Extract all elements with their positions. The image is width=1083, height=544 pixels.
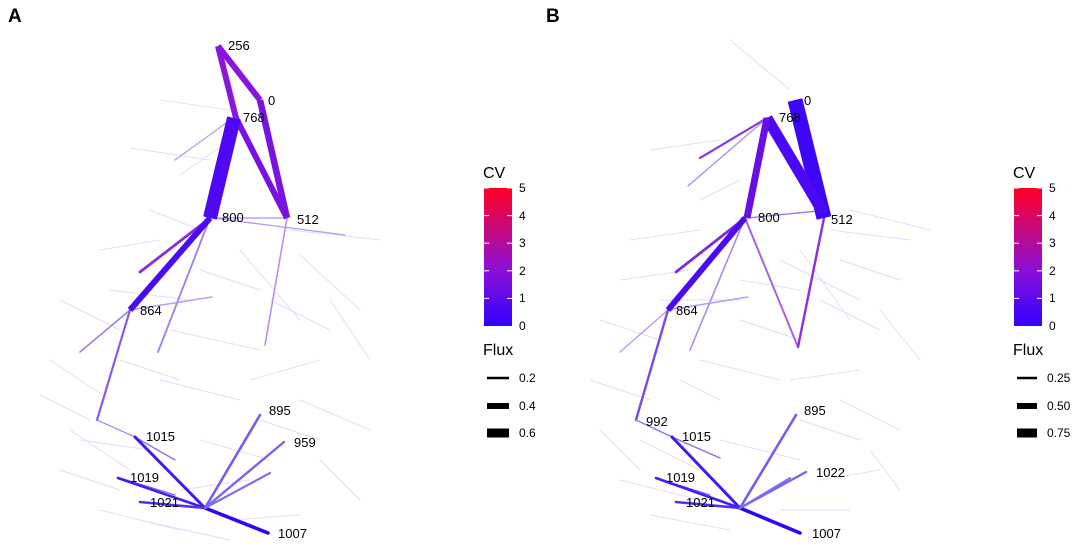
node-label-256: 256 — [228, 38, 250, 53]
node-label-768: 768 — [779, 110, 801, 125]
cv-legend-title: CV — [483, 165, 506, 182]
cv-tick: 0 — [1049, 319, 1056, 333]
cv-tick: 3 — [1049, 236, 1056, 250]
panel-b-legend: CV 5 4 3 2 1 0 Flux 0.25 0.50 0.75 — [1013, 165, 1071, 440]
node-label-1022: 1022 — [816, 465, 845, 480]
node-label-512: 512 — [297, 212, 319, 227]
flux-key-label: 0.50 — [1047, 399, 1071, 413]
node-label-992: 992 — [646, 414, 668, 429]
node-label-959: 959 — [294, 435, 316, 450]
cv-colorbar — [1014, 188, 1042, 326]
node-label-768: 768 — [243, 110, 265, 125]
node-label-864: 864 — [140, 303, 162, 318]
cv-colorbar — [484, 188, 512, 326]
cv-legend-title: CV — [1013, 165, 1036, 182]
panel-a: A — [8, 6, 536, 541]
panel-b-main-edges — [665, 98, 832, 312]
flux-key-label: 0.25 — [1047, 371, 1071, 385]
cv-tick: 5 — [1049, 181, 1056, 195]
cv-tick: 0 — [519, 319, 526, 333]
node-label-800: 800 — [758, 210, 780, 225]
node-label-1015: 1015 — [146, 429, 175, 444]
node-label-0: 0 — [268, 93, 275, 108]
node-label-1007: 1007 — [812, 526, 841, 541]
cv-tick: 1 — [1049, 291, 1056, 305]
cv-tick: 4 — [519, 209, 526, 223]
panel-a-main-edges — [127, 44, 291, 312]
flux-legend-title: Flux — [1013, 342, 1043, 359]
node-label-0: 0 — [804, 93, 811, 108]
node-label-1007: 1007 — [278, 526, 307, 541]
panel-b: B — [546, 6, 1071, 541]
node-label-1021: 1021 — [686, 495, 715, 510]
flux-key-label: 0.2 — [519, 371, 536, 385]
node-label-895: 895 — [269, 403, 291, 418]
panel-b-background-edges — [589, 39, 931, 531]
node-label-1019: 1019 — [666, 470, 695, 485]
flux-key-label: 0.75 — [1047, 426, 1071, 440]
panel-b-weak-edges — [619, 116, 829, 496]
panel-a-node-labels: 256 0 768 800 512 864 895 959 1015 1019 … — [130, 38, 319, 541]
cv-tick: 2 — [519, 264, 526, 278]
cv-tick: 5 — [519, 181, 526, 195]
cv-tick: 1 — [519, 291, 526, 305]
flux-key-label: 0.6 — [519, 426, 536, 440]
node-label-1015: 1015 — [682, 429, 711, 444]
node-label-895: 895 — [804, 403, 826, 418]
node-label-512: 512 — [831, 212, 853, 227]
panel-b-fan-edges — [654, 413, 808, 535]
node-label-1019: 1019 — [130, 470, 159, 485]
cv-tick: 2 — [1049, 264, 1056, 278]
flux-legend-title: Flux — [483, 342, 513, 359]
node-label-1021: 1021 — [150, 495, 179, 510]
node-label-864: 864 — [676, 303, 698, 318]
cv-tick: 4 — [1049, 209, 1056, 223]
panel-b-node-labels: 0 768 800 512 864 992 1015 895 1022 1019… — [646, 93, 853, 541]
panel-a-label: A — [8, 6, 22, 27]
panel-a-fan-edges — [116, 413, 286, 535]
node-label-800: 800 — [222, 210, 244, 225]
panel-b-label: B — [546, 6, 560, 27]
cv-tick: 3 — [519, 236, 526, 250]
panel-a-legend: CV 5 4 3 2 1 0 Flux 0.2 0.4 0.6 — [483, 165, 536, 440]
flux-key-label: 0.4 — [519, 399, 536, 413]
panel-a-background-edges — [39, 99, 381, 541]
